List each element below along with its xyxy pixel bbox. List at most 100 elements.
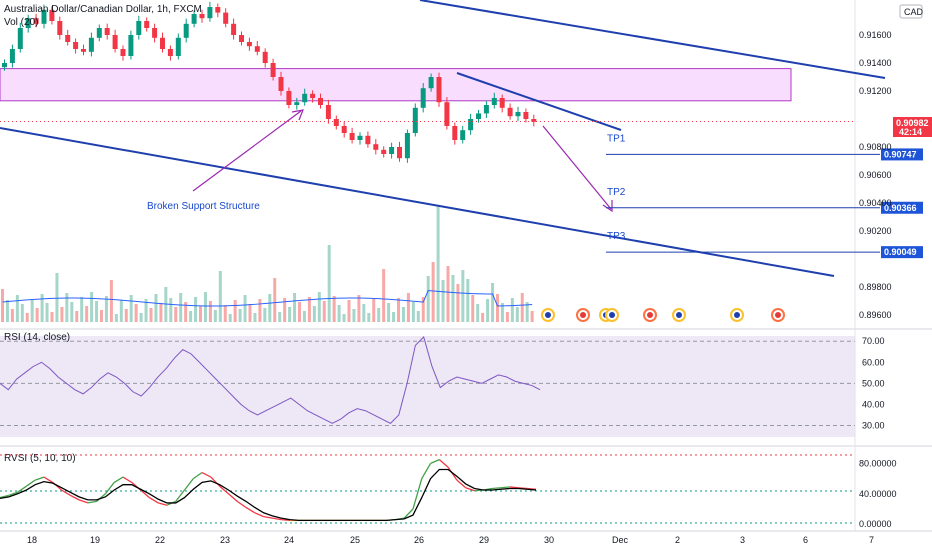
rvsi-fast-segment — [113, 476, 124, 483]
target-price-tag — [881, 246, 923, 259]
rvsi-axis: 80.00000 40.00000 0.00000 — [859, 458, 897, 529]
candle-body — [460, 130, 466, 140]
volume-bar — [194, 297, 198, 322]
rvsi-tick-label: 40.00000 — [859, 489, 897, 499]
volume-bar — [184, 302, 188, 322]
rsi-tick-label: 30.00 — [862, 420, 885, 430]
candle-body — [499, 98, 505, 108]
rsi-label: RSI (14, close) — [4, 332, 70, 343]
currency-badge[interactable] — [899, 4, 923, 19]
candle-body — [120, 49, 126, 56]
volume-bar — [496, 294, 499, 322]
rvsi-fast-segment — [0, 494, 9, 499]
rvsi-fast-segment — [281, 518, 291, 522]
rvsi-fast-segment — [25, 479, 36, 487]
candle-body — [49, 9, 55, 21]
volume-bar — [515, 307, 519, 322]
candle-body — [144, 21, 150, 28]
volume-bar — [129, 295, 133, 322]
candle-body — [294, 102, 300, 105]
candle-body — [136, 21, 142, 35]
rvsi-tick-label: 80.00000 — [859, 458, 897, 468]
volume-bar — [85, 306, 89, 322]
candle-body — [160, 37, 165, 49]
volume-bar — [456, 284, 460, 322]
volume-bar — [154, 294, 158, 322]
candle-body — [152, 28, 158, 38]
candle-body — [223, 12, 229, 24]
symbol-title: Australian Dollar/Canadian Dollar, 1h, F… — [4, 4, 202, 15]
candle-body — [2, 63, 7, 68]
price-axis[interactable]: 0.91600 0.91400 0.91200 0.90800 0.90600 0.904… — [859, 30, 892, 320]
candle-body — [483, 105, 489, 114]
rsi-axis: 70.00 60.00 50.00 40.00 30.00 — [862, 336, 885, 430]
volume-bar — [525, 302, 529, 322]
volume-bar — [100, 310, 103, 322]
date-tick-label: Dec — [612, 535, 629, 545]
date-tick-label: 19 — [90, 535, 100, 545]
volume-bar — [293, 293, 297, 322]
volume-bar — [40, 294, 44, 322]
volume-bar — [367, 313, 371, 322]
rvsi-fast-segment — [509, 486, 519, 489]
rvsi-fast-segment — [228, 493, 238, 502]
volume-bar — [144, 299, 148, 322]
rvsi-fast-segment — [518, 487, 528, 490]
candle-body — [112, 35, 118, 49]
event-flag-icon — [676, 312, 682, 318]
volume-bar — [298, 302, 301, 322]
candle-body — [444, 102, 450, 126]
candle-body — [452, 126, 458, 140]
rvsi-fast-segment — [492, 487, 501, 490]
date-tick-label: 18 — [27, 535, 37, 545]
candle-body — [57, 21, 63, 35]
price-tick-label: 0.91600 — [859, 30, 892, 40]
descending-trendline[interactable] — [456, 72, 622, 131]
volume-bar — [268, 294, 272, 322]
price-tick-label: 0.91200 — [859, 86, 892, 96]
date-tick-label: 24 — [284, 535, 294, 545]
candle-body — [349, 133, 355, 140]
volume-bar — [104, 296, 108, 322]
candle-body — [491, 98, 497, 105]
volume-bar — [520, 293, 524, 322]
volume-bar — [45, 303, 49, 322]
price-tick-label: 0.90400 — [859, 198, 892, 208]
economic-event-markers[interactable] — [541, 308, 785, 322]
date-axis[interactable]: 18 19 22 23 24 25 26 29 30 Dec 2 3 6 7 — [27, 535, 874, 545]
rvsi-fast-segment — [17, 485, 27, 493]
volume-bar — [387, 303, 391, 322]
volume-bar — [406, 293, 410, 322]
volume-bar — [243, 295, 247, 322]
volume-bar — [65, 293, 69, 322]
volume-bar — [233, 300, 237, 322]
volume-series — [1, 206, 534, 322]
volume-bar — [169, 298, 173, 322]
date-tick-label: 26 — [414, 535, 424, 545]
volume-bar — [307, 297, 311, 322]
volume-bar — [5, 300, 9, 322]
volume-bar — [312, 306, 316, 322]
candle-body — [357, 135, 363, 140]
date-tick-label: 3 — [740, 535, 745, 545]
rvsi-fast-segment — [438, 459, 449, 468]
candle-body — [389, 147, 395, 154]
volume-bar — [476, 304, 480, 322]
rvsi-fast-segment — [263, 515, 273, 519]
candle-body — [397, 147, 402, 159]
volume-bar — [446, 266, 450, 322]
channel-upper-line[interactable] — [419, 0, 886, 79]
candle-body — [215, 7, 221, 13]
broken-support-annotation: Broken Support Structure — [147, 201, 260, 212]
current-price-label: 0.90982 — [896, 118, 929, 128]
volume-bar — [491, 283, 495, 322]
channel-lower-line[interactable] — [0, 127, 835, 277]
rvsi-fast-segment — [430, 459, 440, 464]
rvsi-fast-segment — [184, 478, 194, 491]
candle-body — [428, 77, 434, 89]
supply-zone[interactable] — [0, 68, 792, 102]
rvsi-fast-segment — [78, 499, 89, 504]
volume-bar — [322, 301, 326, 322]
volume-bar — [253, 313, 257, 322]
